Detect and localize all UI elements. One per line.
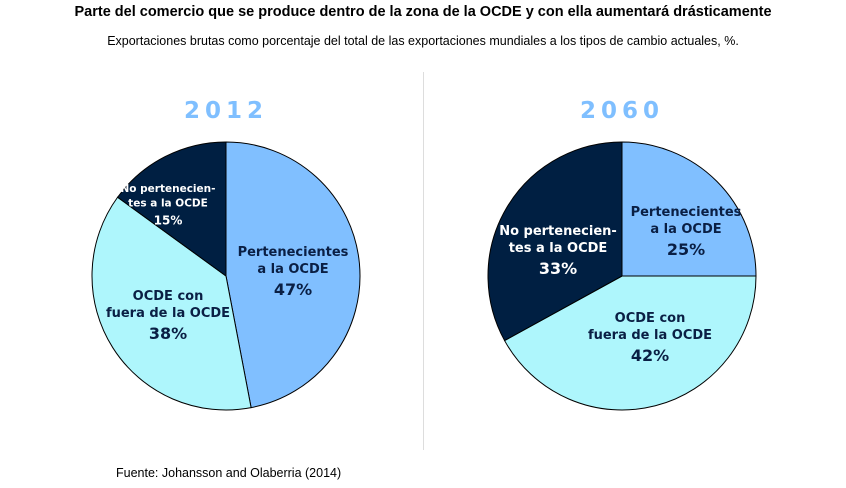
slice-value-label: 38% <box>149 324 187 343</box>
slice-label: Pertenecientes <box>631 205 742 220</box>
slice-label: fuera de la OCDE <box>588 328 712 343</box>
slice-value-label: 25% <box>667 240 705 259</box>
pie-title: 2060 <box>580 98 664 124</box>
pie-slice <box>487 141 623 342</box>
slice-label: OCDE con <box>133 289 204 304</box>
pie-slice <box>116 141 227 277</box>
pie-slice <box>91 196 252 411</box>
source-note: Fuente: Johansson and Olaberria (2014) <box>116 466 342 480</box>
slice-label: a la OCDE <box>257 262 328 277</box>
slice-label: No pertenecien- <box>499 224 617 239</box>
slice-label: OCDE con <box>615 311 686 326</box>
pie-slice <box>621 141 757 277</box>
slice-label: No pertenecien- <box>121 183 216 195</box>
pie-title: 2012 <box>184 98 268 124</box>
chart-subtitle: Exportaciones brutas como porcentaje del… <box>107 34 739 48</box>
slice-label: tes a la OCDE <box>509 241 608 256</box>
chart-title: Parte del comercio que se produce dentro… <box>74 4 772 20</box>
slice-label: a la OCDE <box>650 222 721 237</box>
pie-slice <box>503 275 757 411</box>
divider <box>423 72 424 450</box>
slice-label: fuera de la OCDE <box>106 306 230 321</box>
slice-value-label: 33% <box>539 259 577 278</box>
slice-value-label: 42% <box>631 346 669 365</box>
pie-slice <box>225 141 361 409</box>
slice-value-label: 47% <box>274 280 312 299</box>
slice-label: Pertenecientes <box>238 245 349 260</box>
slice-value-label: 15% <box>154 214 183 228</box>
slice-label: tes a la OCDE <box>128 198 208 210</box>
